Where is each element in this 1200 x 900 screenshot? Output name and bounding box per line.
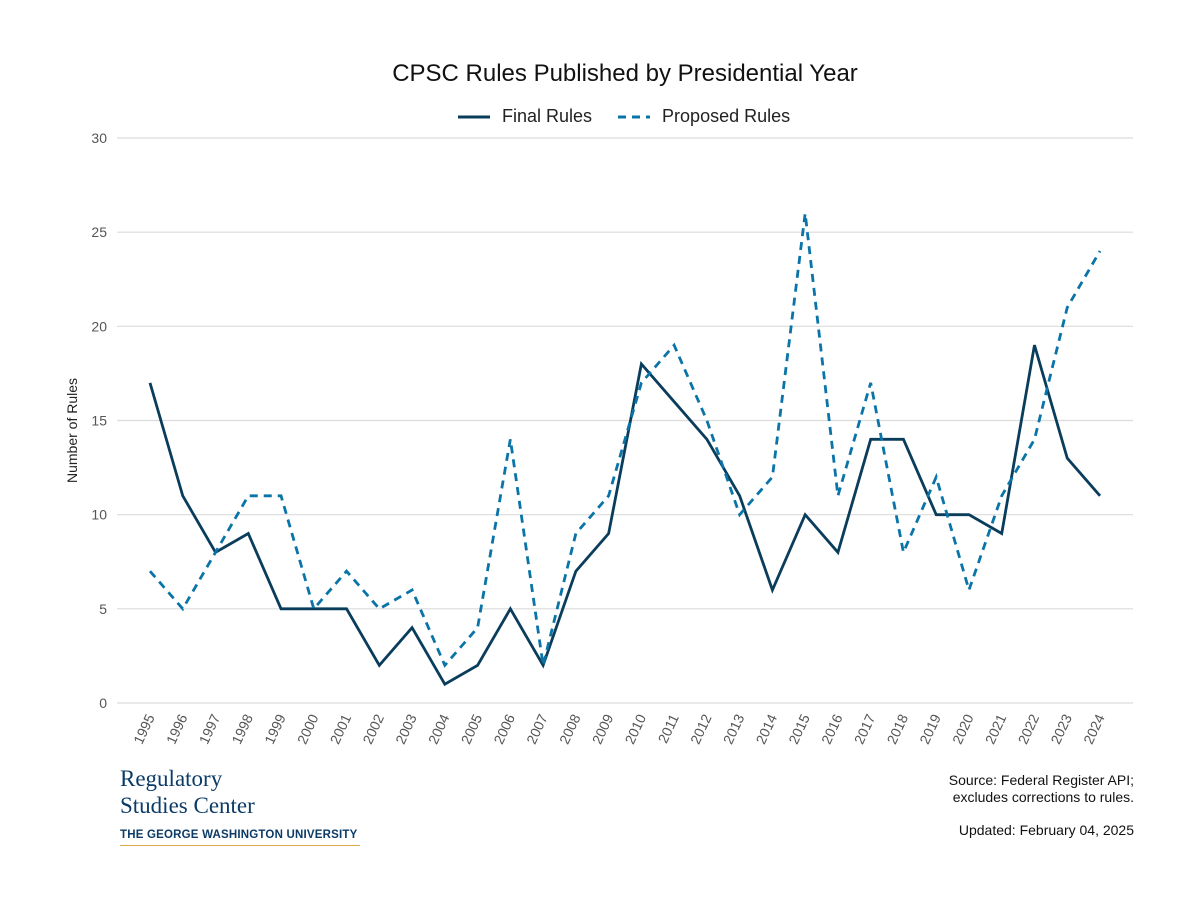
legend-item-final: Final Rules [458, 106, 592, 127]
x-tick-label: 1996 [163, 711, 191, 746]
x-tick-label: 1998 [228, 711, 256, 746]
source-line-1: Source: Federal Register API; [948, 772, 1134, 788]
x-tick-label: 2013 [720, 711, 748, 746]
x-tick-label: 2001 [327, 711, 355, 746]
x-tick-label: 2000 [294, 711, 322, 746]
logo-line-2: Studies Center [120, 793, 255, 818]
x-tick-label: 2009 [589, 711, 617, 746]
x-tick-label: 2017 [851, 711, 879, 746]
y-tick-label: 15 [91, 413, 107, 429]
series-line-final-rules [148, 344, 1102, 687]
x-tick-label: 1997 [196, 711, 224, 746]
x-tick-label: 2016 [818, 711, 846, 746]
legend-swatch-dashed [618, 115, 651, 118]
x-tick-label: 2006 [490, 711, 518, 746]
legend: Final Rules Proposed Rules [458, 106, 790, 127]
source-line-2: excludes corrections to rules. [952, 789, 1134, 805]
legend-item-proposed: Proposed Rules [618, 106, 790, 127]
x-tick-label: 1995 [130, 711, 158, 746]
x-tick-label: 2007 [523, 711, 551, 746]
legend-swatch-solid [458, 115, 490, 118]
x-tick-label: 2024 [1080, 711, 1108, 746]
x-tick-label: 2014 [752, 711, 780, 746]
x-tick-label: 2004 [425, 711, 453, 746]
x-tick-label: 2021 [982, 711, 1010, 746]
logo-line-1: Regulatory [120, 766, 223, 791]
legend-label-proposed: Proposed Rules [662, 106, 791, 126]
y-tick-label: 25 [91, 224, 107, 240]
x-tick-label: 2020 [949, 711, 977, 746]
y-tick-label: 5 [99, 601, 107, 617]
y-tick-label: 30 [91, 130, 107, 146]
x-tick-label: 2019 [916, 711, 944, 746]
y-tick-label: 0 [99, 695, 107, 711]
x-tick-label: 2023 [1047, 711, 1075, 746]
x-tick-label: 2008 [556, 711, 584, 746]
x-tick-label: 2003 [392, 711, 420, 746]
x-tick-label: 1999 [261, 711, 289, 746]
source-note: Source: Federal Register API; excludes c… [949, 772, 1134, 806]
y-tick-label: 10 [91, 507, 107, 523]
updated-date: Updated: February 04, 2025 [958, 822, 1134, 838]
x-tick-label: 2011 [655, 711, 682, 745]
legend-label-final: Final Rules [502, 106, 593, 126]
y-axis-label: Number of Rules [64, 378, 80, 483]
series-line-proposed-rules [148, 213, 1102, 668]
x-tick-label: 2005 [458, 711, 486, 746]
x-tick-label: 2022 [1015, 711, 1043, 746]
x-tick-label: 2012 [687, 711, 715, 746]
x-tick-label: 2002 [359, 711, 387, 746]
regulatory-studies-center-logo: Regulatory Studies Center THE GEORGE WAS… [120, 765, 360, 846]
x-tick-label: 2018 [883, 711, 911, 746]
x-tick-label: 2010 [621, 711, 649, 746]
chart-title: CPSC Rules Published by Presidential Yea… [392, 60, 858, 87]
y-tick-label: 20 [91, 318, 107, 334]
logo-line-3: THE GEORGE WASHINGTON UNIVERSITY [120, 829, 360, 846]
x-tick-label: 2015 [785, 711, 813, 746]
